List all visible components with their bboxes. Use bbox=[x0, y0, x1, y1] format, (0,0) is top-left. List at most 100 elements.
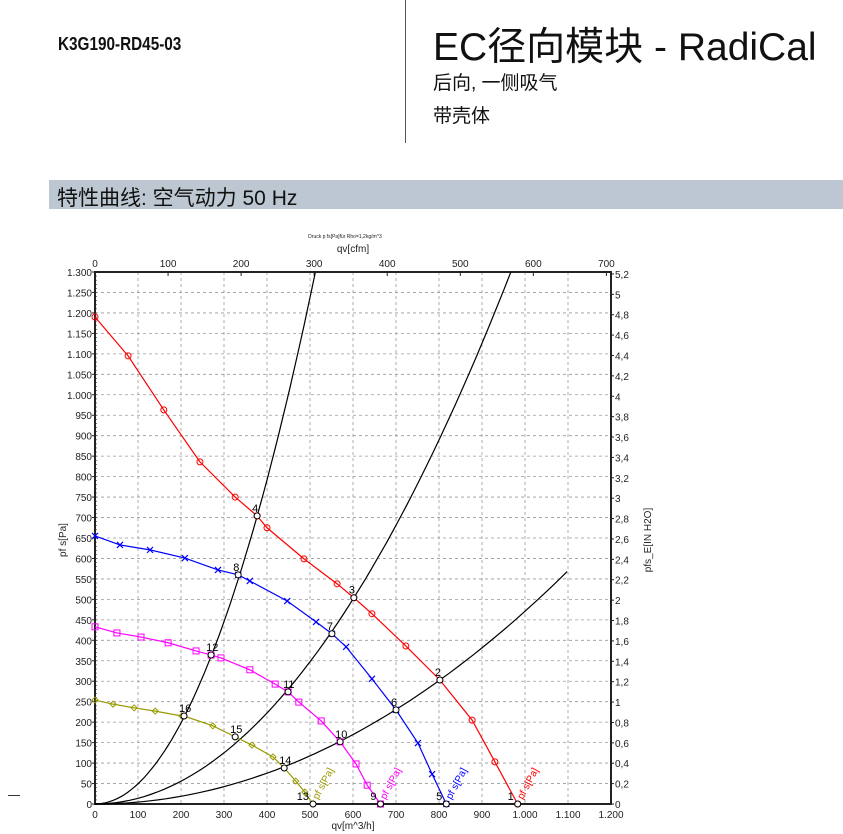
data-point-circle bbox=[300, 555, 308, 563]
y2-tick-label: 1 bbox=[615, 698, 621, 709]
x2-tick-label: 200 bbox=[233, 259, 250, 270]
y2-tick-label: 2,4 bbox=[615, 555, 629, 566]
data-point-diamond bbox=[248, 741, 256, 749]
data-point-square bbox=[317, 717, 325, 725]
operating-point bbox=[284, 688, 292, 696]
fan-curve-label: pf s[Pa] bbox=[516, 766, 542, 801]
data-point-circle bbox=[196, 458, 204, 466]
operating-point bbox=[336, 738, 344, 746]
y-tick-label: 1.150 bbox=[67, 329, 92, 340]
product-title: EC径向模块 - RadiCal bbox=[433, 26, 817, 69]
y-tick-label: 850 bbox=[75, 452, 92, 463]
operating-point bbox=[436, 676, 444, 684]
data-point-circle bbox=[491, 758, 499, 766]
y-tick-label: 1.100 bbox=[67, 350, 92, 361]
x-tick-label: 100 bbox=[130, 810, 147, 821]
x-tick-label: 700 bbox=[388, 810, 405, 821]
operating-point-label: 11 bbox=[283, 679, 294, 691]
fan-curve-line bbox=[94, 316, 519, 805]
operating-point bbox=[442, 800, 450, 808]
y2-tick-label: 2,2 bbox=[615, 576, 629, 587]
data-point-x bbox=[368, 675, 376, 683]
data-point-circle bbox=[231, 493, 239, 501]
x-tick-label: 800 bbox=[431, 810, 448, 821]
y-tick-label: 750 bbox=[75, 493, 92, 504]
y-tick-label: 600 bbox=[75, 554, 92, 565]
data-point-x bbox=[414, 739, 422, 747]
y-tick-label: 900 bbox=[75, 432, 92, 443]
data-point-square bbox=[164, 639, 172, 647]
y-axis-label: pf s[Pa] bbox=[58, 523, 69, 557]
data-point-diamond bbox=[269, 753, 277, 761]
operating-point-label: 12 bbox=[206, 642, 218, 654]
operating-point-label: 9 bbox=[370, 791, 376, 803]
y-tick-label: 1.050 bbox=[67, 370, 92, 381]
chart-title: Druck p fs[Pa]für Rho=1,2kg/m^3 bbox=[308, 234, 382, 240]
data-point-circle bbox=[468, 716, 476, 724]
y2-tick-label: 0,8 bbox=[615, 718, 629, 729]
y2-tick-label: 2,6 bbox=[615, 535, 629, 546]
operating-point-label: 2 bbox=[435, 667, 441, 679]
y-tick-label: 1.200 bbox=[67, 309, 92, 320]
y-tick-label: 150 bbox=[75, 739, 92, 750]
x-tick-label: 300 bbox=[216, 810, 233, 821]
data-point-diamond bbox=[301, 788, 309, 796]
y2-tick-label: 4 bbox=[615, 392, 621, 403]
fan-curve-label: pf s[Pa] bbox=[378, 766, 404, 801]
x2-tick-label: 0 bbox=[92, 259, 98, 270]
x2-tick-label: 600 bbox=[525, 259, 542, 270]
operating-point bbox=[280, 764, 288, 772]
y2-tick-label: 4,6 bbox=[615, 331, 629, 342]
x2-tick-label: 100 bbox=[160, 259, 177, 270]
y2-axis-label: pfs_E[IN H2O] bbox=[643, 508, 654, 573]
data-point-square bbox=[217, 654, 225, 662]
operating-point bbox=[328, 630, 336, 638]
x-tick-label: 600 bbox=[345, 810, 362, 821]
data-point-diamond bbox=[292, 777, 300, 785]
data-point-diamond bbox=[91, 696, 99, 704]
operating-point bbox=[392, 706, 400, 714]
data-point-square bbox=[113, 629, 121, 637]
data-point-diamond bbox=[209, 722, 217, 730]
operating-point-label: 13 bbox=[297, 791, 309, 803]
y2-tick-label: 3,4 bbox=[615, 453, 629, 464]
y-tick-label: 1.000 bbox=[67, 391, 92, 402]
y2-tick-label: 2 bbox=[615, 596, 621, 607]
operating-point-label: 14 bbox=[279, 755, 291, 767]
data-point-x bbox=[312, 618, 320, 626]
y-tick-label: 800 bbox=[75, 473, 92, 484]
data-point-x bbox=[342, 643, 350, 651]
data-point-square bbox=[91, 623, 99, 631]
operating-point bbox=[234, 571, 242, 579]
y-tick-label: 350 bbox=[75, 657, 92, 668]
product-subtitle-1: 后向, 一侧吸气 bbox=[433, 73, 558, 94]
data-point-square bbox=[363, 781, 371, 789]
x2-axis-label: qv[cfm] bbox=[337, 244, 369, 255]
operating-point-label: 3 bbox=[349, 585, 355, 597]
y-tick-label: 450 bbox=[75, 616, 92, 627]
y-tick-label: 500 bbox=[75, 595, 92, 606]
operating-point bbox=[253, 512, 261, 520]
data-point-square bbox=[271, 680, 279, 688]
y-tick-label: 1.300 bbox=[67, 268, 92, 279]
operating-point-label: 1 bbox=[508, 791, 514, 803]
data-point-diamond bbox=[151, 707, 159, 715]
operating-point-label: 4 bbox=[252, 503, 258, 515]
data-point-diamond bbox=[109, 700, 117, 708]
data-point-x bbox=[146, 546, 154, 554]
y2-tick-label: 1,8 bbox=[615, 617, 629, 628]
y2-tick-label: 0,4 bbox=[615, 759, 629, 770]
fan-curve-line bbox=[94, 535, 447, 805]
y2-tick-label: 1,4 bbox=[615, 657, 629, 668]
x-tick-label: 1.100 bbox=[555, 810, 580, 821]
fan-curve-line bbox=[94, 626, 382, 805]
y-tick-label: 550 bbox=[75, 575, 92, 586]
y2-tick-label: 3,2 bbox=[615, 474, 629, 485]
y2-tick-label: 2,8 bbox=[615, 515, 629, 526]
data-point-square bbox=[246, 666, 254, 674]
x2-tick-label: 700 bbox=[598, 259, 615, 270]
y-tick-label: 200 bbox=[75, 718, 92, 729]
operating-point-label: 16 bbox=[179, 703, 191, 715]
y-tick-label: 1.250 bbox=[67, 288, 92, 299]
data-point-diamond bbox=[130, 704, 138, 712]
